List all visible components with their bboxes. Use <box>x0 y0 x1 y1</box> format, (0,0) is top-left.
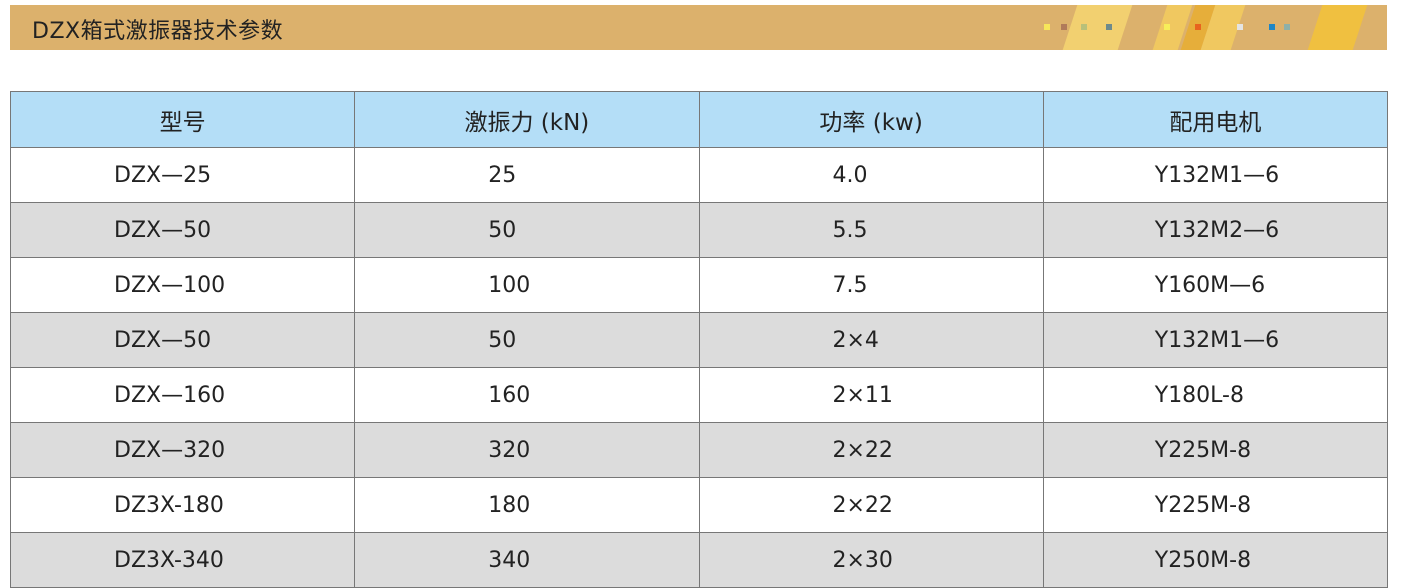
banner-stripe <box>1307 5 1368 50</box>
cell-motor: Y132M1—6 <box>1042 147 1389 203</box>
cell-power: 2×22 <box>698 477 1044 533</box>
table-row: DZX—100 100 7.5 Y160M—6 <box>9 257 1389 313</box>
decor-square <box>1195 24 1201 30</box>
table-row: DZX—25 25 4.0 Y132M1—6 <box>9 147 1389 203</box>
banner-stripe <box>1062 5 1133 50</box>
cell-power: 2×11 <box>698 367 1044 423</box>
cell-force: 50 <box>354 202 700 258</box>
decor-square <box>1284 24 1290 30</box>
cell-motor: Y160M—6 <box>1042 257 1389 313</box>
cell-model: DZX—100 <box>9 257 356 313</box>
header-force: 激振力 (kN) <box>354 91 700 148</box>
cell-force: 180 <box>354 477 700 533</box>
cell-power: 2×4 <box>698 312 1044 368</box>
decor-square <box>1237 24 1243 30</box>
decor-square <box>1269 24 1275 30</box>
cell-power: 4.0 <box>698 147 1044 203</box>
cell-model: DZX—320 <box>9 422 356 478</box>
cell-force: 340 <box>354 532 700 588</box>
cell-force: 320 <box>354 422 700 478</box>
cell-motor: Y132M1—6 <box>1042 312 1389 368</box>
cell-motor: Y132M2—6 <box>1042 202 1389 258</box>
cell-motor: Y225M-8 <box>1042 422 1389 478</box>
table-row: DZX—50 50 5.5 Y132M2—6 <box>9 202 1389 258</box>
cell-motor: Y180L-8 <box>1042 367 1389 423</box>
cell-model: DZ3X-340 <box>9 532 356 588</box>
cell-model: DZX—50 <box>9 202 356 258</box>
decor-square <box>1164 24 1170 30</box>
cell-model: DZX—160 <box>9 367 356 423</box>
decor-square <box>1044 24 1050 30</box>
table-row: DZX—50 50 2×4 Y132M1—6 <box>9 312 1389 368</box>
section-title: DZX箱式激振器技术参数 <box>32 19 284 44</box>
table-row: DZX—160 160 2×11 Y180L-8 <box>9 367 1389 423</box>
cell-power: 2×30 <box>698 532 1044 588</box>
cell-force: 50 <box>354 312 700 368</box>
table-row: DZ3X-180 180 2×22 Y225M-8 <box>9 477 1389 533</box>
decor-square <box>1081 24 1087 30</box>
cell-model: DZX—50 <box>9 312 356 368</box>
header-model: 型号 <box>9 91 356 148</box>
table-row: DZX—320 320 2×22 Y225M-8 <box>9 422 1389 478</box>
table-header-row: 型号 激振力 (kN) 功率 (kw) 配用电机 <box>9 91 1389 148</box>
cell-motor: Y225M-8 <box>1042 477 1389 533</box>
cell-power: 5.5 <box>698 202 1044 258</box>
header-motor: 配用电机 <box>1042 91 1389 148</box>
cell-model: DZ3X-180 <box>9 477 356 533</box>
cell-motor: Y250M-8 <box>1042 532 1389 588</box>
cell-model: DZX—25 <box>9 147 356 203</box>
cell-force: 100 <box>354 257 700 313</box>
cell-power: 7.5 <box>698 257 1044 313</box>
cell-force: 25 <box>354 147 700 203</box>
table-row: DZ3X-340 340 2×30 Y250M-8 <box>9 532 1389 588</box>
spec-table: 型号 激振力 (kN) 功率 (kw) 配用电机 DZX—25 25 4.0 Y132… <box>9 91 1389 588</box>
cell-force: 160 <box>354 367 700 423</box>
section-banner: DZX箱式激振器技术参数 <box>10 5 1387 50</box>
decor-square <box>1106 24 1112 30</box>
header-power: 功率 (kw) <box>698 91 1044 148</box>
decor-square <box>1061 24 1067 30</box>
cell-power: 2×22 <box>698 422 1044 478</box>
